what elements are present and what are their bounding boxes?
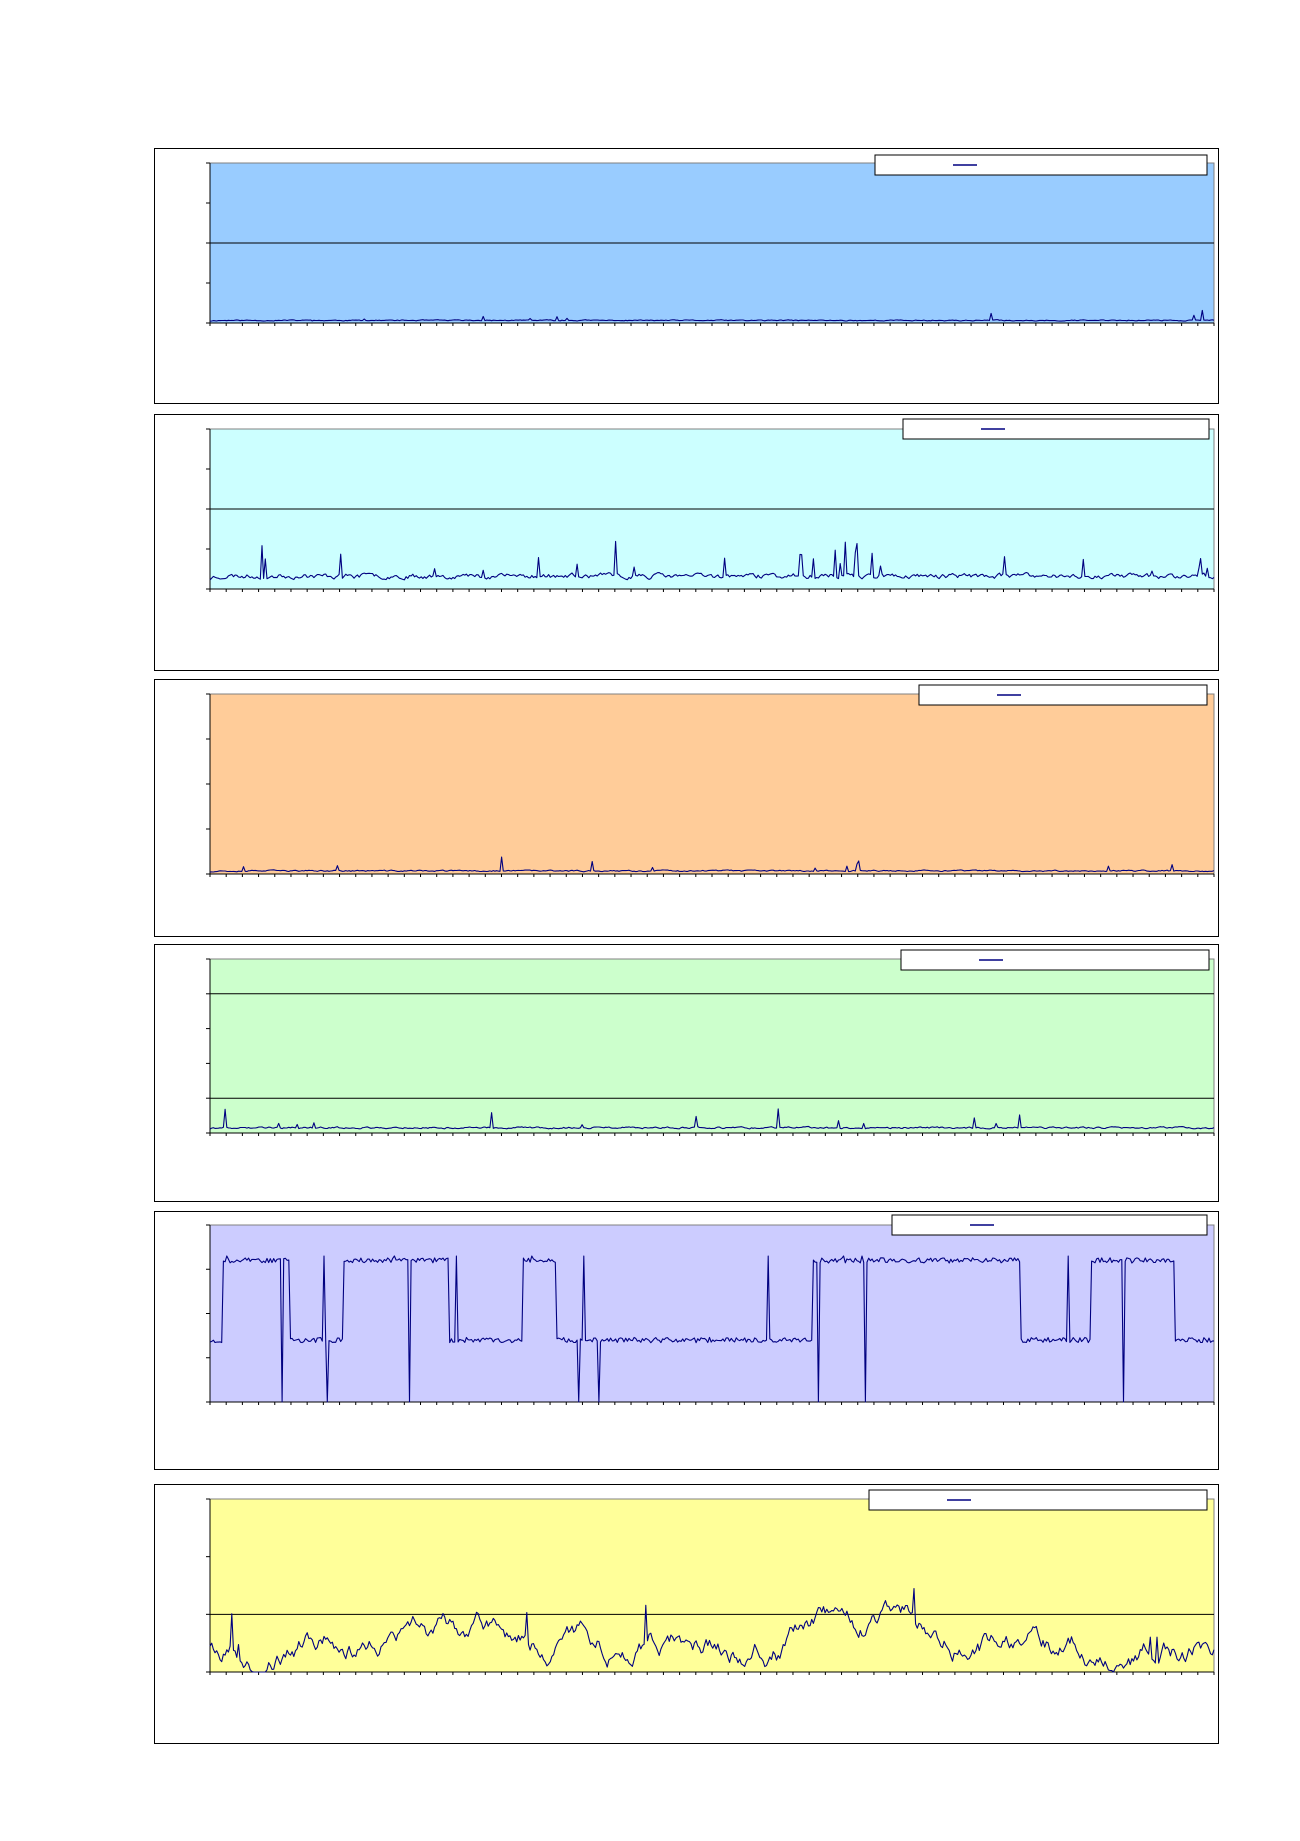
chart-svg (206, 949, 1215, 1136)
legend-box (868, 1489, 1208, 1511)
chart-svg (206, 154, 1215, 326)
legend-box (900, 949, 1210, 971)
series-line (210, 856, 1215, 873)
legend-box (874, 154, 1208, 176)
chart-svg (206, 418, 1215, 592)
series-line (209, 540, 1215, 581)
chart-panel-2 (154, 414, 1219, 671)
chart-panel-3 (154, 679, 1219, 937)
series-line (209, 1108, 1215, 1130)
chart-panel-4 (154, 944, 1219, 1202)
chart-panel-6 (154, 1484, 1219, 1744)
plot-area (209, 1224, 1215, 1403)
legend-box (918, 684, 1208, 706)
plot-area (209, 1498, 1215, 1673)
chart-svg (206, 684, 1215, 877)
series-line (209, 309, 1215, 322)
chart-panel-1 (154, 148, 1219, 404)
legend-box (891, 1214, 1208, 1236)
plot-area (209, 958, 1215, 1134)
plot-area (209, 693, 1215, 875)
series-line (209, 1255, 1215, 1403)
chart-panel-5 (154, 1211, 1219, 1470)
chart-svg (206, 1214, 1215, 1405)
chart-svg (206, 1489, 1215, 1675)
legend-box (902, 418, 1210, 440)
series-line (209, 1588, 1215, 1673)
